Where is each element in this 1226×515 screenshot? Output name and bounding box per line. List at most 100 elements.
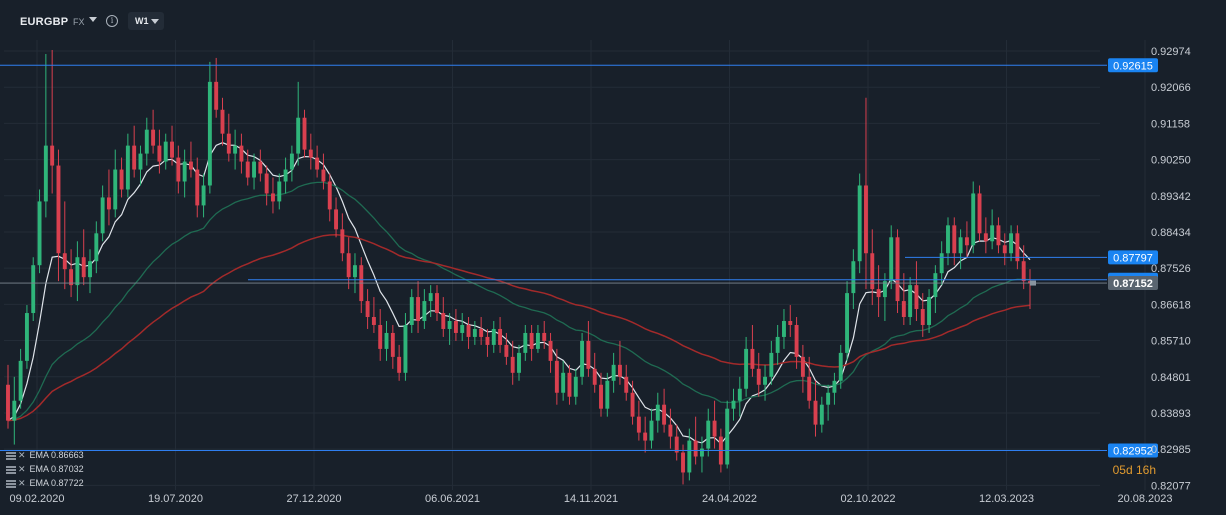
close-icon[interactable]: ✕	[18, 478, 26, 488]
candle-body	[756, 368, 761, 385]
x-tick-label: 19.07.2020	[148, 493, 203, 505]
candle-body	[958, 237, 963, 254]
candle-body	[88, 261, 92, 278]
candle-body	[62, 253, 67, 270]
candle-body	[283, 169, 288, 182]
candle-body	[567, 372, 572, 397]
candle-body	[889, 237, 894, 282]
candle-body	[908, 285, 913, 318]
symbol-name[interactable]: EURGBP	[20, 16, 69, 28]
candle-body	[50, 145, 55, 166]
candle-body	[763, 376, 767, 385]
candle-body	[428, 293, 433, 302]
candle-body	[365, 301, 370, 318]
candle-body	[302, 117, 307, 150]
candle-body	[794, 324, 799, 357]
candle-body	[687, 440, 692, 473]
candle-body	[870, 253, 875, 290]
candle-body	[725, 408, 730, 465]
candle-body	[750, 348, 755, 369]
candle-body	[807, 376, 812, 401]
candle-body	[693, 440, 698, 457]
candle-body	[882, 281, 887, 298]
candle-body	[573, 376, 578, 397]
close-icon[interactable]: ✕	[18, 464, 26, 474]
x-tick-label: 14.11.2021	[564, 493, 618, 505]
candle-body	[24, 313, 29, 361]
candle-body	[599, 384, 603, 409]
candle-body	[176, 157, 181, 182]
candle-body	[289, 153, 294, 170]
y-tick-label: 0.85710	[1151, 336, 1191, 348]
candle-body	[308, 149, 313, 158]
legend-label: EMA	[29, 450, 49, 460]
bar-countdown: 05d 16h	[1112, 463, 1156, 477]
drag-handle-icon[interactable]	[6, 451, 16, 460]
candle-body	[592, 368, 597, 385]
legend-ema-3[interactable]: ✕ EMA 0.87722	[6, 478, 84, 490]
candle-body	[233, 145, 238, 154]
candle-body	[561, 372, 566, 393]
legend-ema-2[interactable]: ✕ EMA 0.87032	[6, 464, 84, 476]
legend-ema-1[interactable]: ✕ EMA 0.86663	[6, 450, 84, 462]
drag-handle-icon[interactable]	[6, 465, 16, 474]
y-tick-label: 0.89342	[1151, 191, 1191, 203]
candle-body	[971, 193, 976, 246]
chart-toolbar: EURGBP FX i W1	[0, 0, 1100, 40]
candle-body	[371, 317, 376, 325]
candle-body	[245, 161, 250, 178]
candle-body	[397, 356, 402, 373]
candle-body	[258, 161, 263, 174]
candle-body	[31, 265, 36, 314]
candle-body	[100, 197, 105, 234]
candle-body	[390, 332, 395, 357]
candle-body	[990, 225, 995, 242]
candle-body	[94, 233, 99, 262]
candle-body	[876, 289, 881, 298]
candle-body	[340, 229, 345, 254]
candle-body	[914, 285, 919, 310]
close-icon[interactable]: ✕	[18, 450, 26, 460]
info-icon[interactable]: i	[106, 15, 118, 27]
candle-body	[933, 273, 938, 298]
candle-body	[996, 225, 1001, 246]
y-tick-label: 0.84801	[1151, 372, 1191, 384]
y-tick-label: 0.87526	[1151, 263, 1191, 275]
ema-slow-line[interactable]	[7, 234, 1031, 422]
candle-body	[674, 436, 679, 453]
candle-body	[769, 352, 774, 377]
candle-body	[952, 225, 957, 254]
candle-body	[775, 336, 780, 353]
x-tick-label: 12.03.2023	[979, 493, 1034, 505]
candle-body	[737, 388, 742, 401]
hline-price-label: 0.82952	[1113, 445, 1153, 457]
ema-mid-line[interactable]	[7, 181, 1031, 422]
drag-handle-icon[interactable]	[6, 479, 16, 488]
y-tick-label: 0.92974	[1151, 46, 1191, 58]
candle-body	[321, 169, 326, 182]
candle-body	[681, 452, 685, 473]
candle-body	[378, 324, 383, 349]
candle-body	[744, 348, 749, 389]
candle-body	[649, 420, 654, 441]
candle-body	[56, 165, 61, 254]
last-candle-marker	[1030, 280, 1036, 286]
y-tick-label: 0.82985	[1151, 444, 1191, 456]
candle-body	[119, 169, 124, 190]
candle-body	[472, 328, 477, 337]
candle-body	[624, 376, 629, 393]
candle-body	[453, 321, 458, 333]
timeframe-selector[interactable]: W1	[128, 12, 164, 30]
candle-body	[157, 145, 162, 162]
candle-body	[207, 81, 212, 186]
market-type: FX	[73, 17, 85, 27]
candle-body	[851, 261, 856, 294]
y-tick-label: 0.88434	[1151, 227, 1191, 239]
candle-body	[327, 181, 332, 210]
candle-body	[800, 356, 805, 377]
y-tick-label: 0.91158	[1151, 118, 1190, 130]
candle-body	[125, 145, 130, 190]
symbol-dropdown-icon[interactable]	[89, 17, 97, 22]
